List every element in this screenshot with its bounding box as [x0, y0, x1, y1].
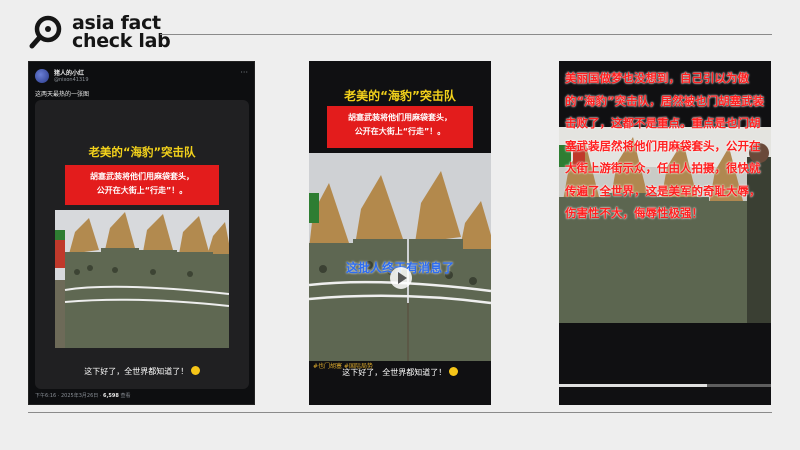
hooded-captives-photo [55, 210, 229, 348]
video-progress-bar[interactable] [559, 384, 771, 387]
asia-fact-check-lab-logo: asia fact check lab [28, 12, 171, 52]
avatar[interactable] [35, 68, 49, 83]
tweet-text: 这两天最热的一张图 [35, 91, 90, 98]
video-caption: 这下好了，全世界都知道了！ [309, 367, 491, 378]
red-caption-box: 胡塞武装将他们用麻袋套头， 公开在大街上“行走”！。 [327, 106, 473, 148]
soldiers-background-photo [559, 127, 771, 323]
brand-line-2: check lab [72, 30, 171, 52]
tweet-header: 猪人的小红 @nixon41319 [35, 68, 89, 83]
tweet-user-name[interactable]: 猪人的小红 [54, 70, 85, 77]
video-title: 老美的“海豹”突击队 [344, 89, 456, 103]
tweet-video[interactable]: 老美的“海豹”突击队 胡塞武装将他们用麻袋套头， 公开在大街上“行走”！。 [35, 100, 249, 389]
brand-line-1: asia fact [72, 12, 161, 34]
tweet-meta: 下午6:16 · 2025年3月26日 · 6,598 查看 [35, 393, 131, 399]
hooded-captives-closeup-photo [309, 153, 491, 361]
magnifier-logo-icon [28, 14, 64, 50]
grinning-face-icon [190, 366, 200, 375]
video-hashtags[interactable]: #也门胡塞 #国际局势 [313, 363, 373, 370]
header-divider [160, 34, 772, 35]
video-screenshot: 老美的“海豹”突击队 胡塞武装将他们用麻袋套头， 公开在大街上“行走”！。 [309, 61, 491, 405]
video-caption: 这下好了，全世界都知道了！ [35, 366, 249, 377]
play-icon[interactable] [390, 267, 412, 289]
panel3-claim-text: 美丽国做梦也没想到，自己引以为傲的“海豹”突击队，居然被也门胡塞武装击败了，这都… [565, 71, 765, 220]
more-dots-icon[interactable]: ··· [240, 68, 248, 77]
text-over-photo-screenshot: 美丽国做梦也没想到，自己引以为傲的“海豹”突击队，居然被也门胡塞武装击败了，这都… [559, 61, 771, 405]
grinning-face-icon [448, 367, 458, 376]
red-caption-box: 胡塞武装将他们用麻袋套头， 公开在大街上“行走”！。 [65, 165, 219, 205]
footer-divider [28, 412, 772, 413]
tweet-handle[interactable]: @nixon41319 [54, 77, 89, 83]
video-title: 老美的“海豹”突击队 [88, 145, 196, 159]
tweet-screenshot: 猪人的小红 @nixon41319 ··· 这两天最热的一张图 老美的“海豹”突… [28, 61, 255, 405]
brand-name: asia fact check lab [72, 12, 171, 52]
